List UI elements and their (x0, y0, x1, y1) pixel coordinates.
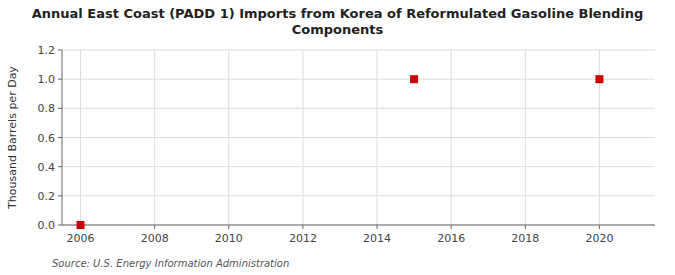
x-tick-label: 2016 (437, 232, 465, 245)
title-line: Components (292, 22, 384, 37)
y-tick-label: 1.0 (38, 73, 56, 86)
axes: 0.0 0.2 0.4 0.6 0.8 1.0 1.2 2006 2008 2010 2012 201… (38, 44, 656, 245)
x-grid-line (154, 50, 155, 225)
source: Source: U.S. Energy Information Administ… (52, 258, 289, 269)
y-tick (58, 137, 62, 138)
y-grid-line (62, 137, 655, 138)
chart: Annual East Coast (PADD 1) Imports from … (0, 0, 675, 275)
y-grid-line (62, 79, 655, 80)
title-line: Annual East Coast (PADD 1) Imports from … (32, 6, 643, 21)
x-tick (228, 225, 229, 229)
point (77, 221, 85, 229)
y-tick (58, 108, 62, 109)
x-tick-label: 2020 (585, 232, 613, 245)
point (410, 75, 418, 83)
y-grid-line (62, 108, 655, 109)
x-tick-label: 2014 (363, 232, 391, 245)
y-tick-label: 1.2 (38, 44, 56, 57)
y-grid-line (62, 225, 655, 226)
y-tick (58, 50, 62, 51)
x-tick-label: 2006 (67, 232, 95, 245)
title: Annual East Coast (PADD 1) Imports from … (32, 6, 643, 37)
x-tick (302, 225, 303, 229)
x-axis-line (62, 225, 655, 226)
y-grid-line (62, 50, 655, 51)
x-tick-label: 2008 (141, 232, 169, 245)
x-grid-line (451, 50, 452, 225)
point (595, 75, 603, 83)
y-axis-line (62, 50, 63, 225)
x-grid-line (525, 50, 526, 225)
y-tick-label: 0.0 (38, 219, 56, 232)
y-tick (58, 166, 62, 167)
x-tick (599, 225, 600, 229)
x-tick (377, 225, 378, 229)
grid (62, 50, 655, 225)
y-grid-line (62, 195, 655, 196)
y-axis-label: Thousand Barrels per Day (6, 66, 19, 210)
points (77, 75, 604, 229)
x-grid-line (80, 50, 81, 225)
y-tick-label: 0.4 (38, 161, 56, 174)
x-grid-line (302, 50, 303, 225)
x-tick (525, 225, 526, 229)
y-tick (58, 225, 62, 226)
y-tick-label: 0.8 (38, 102, 56, 115)
x-grid-line (228, 50, 229, 225)
y-tick-label: 0.6 (38, 132, 56, 145)
x-tick (154, 225, 155, 229)
y-tick (58, 195, 62, 196)
x-tick-label: 2018 (511, 232, 539, 245)
y-tick-label: 0.2 (38, 190, 56, 203)
y-tick (58, 79, 62, 80)
x-tick-label: 2012 (289, 232, 317, 245)
x-grid-line (377, 50, 378, 225)
x-tick-label: 2010 (215, 232, 243, 245)
x-tick (451, 225, 452, 229)
y-grid-line (62, 166, 655, 167)
